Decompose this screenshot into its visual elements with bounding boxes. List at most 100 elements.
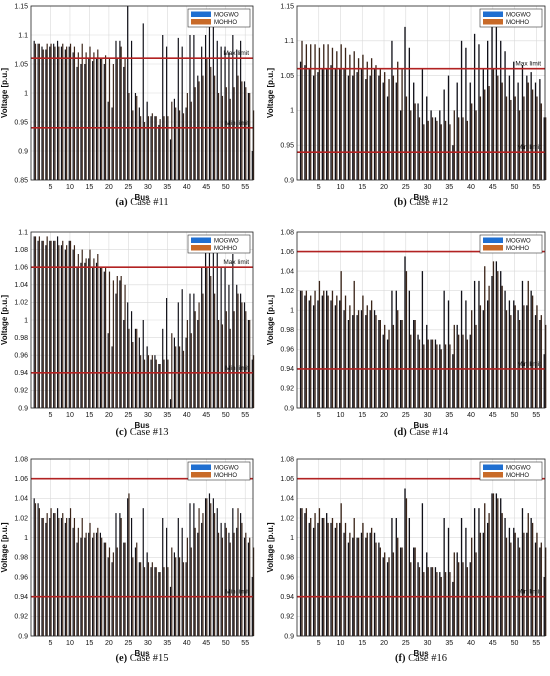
bar-mogwo [60, 245, 63, 408]
bar-mogwo [216, 508, 218, 636]
y-tick-label: 1.1 [18, 32, 28, 39]
bar-mogwo [508, 527, 511, 636]
bar-mogwo [64, 49, 66, 180]
bar-mohho [194, 311, 196, 408]
bar-mohho [210, 276, 212, 408]
y-tick-label: 0.98 [14, 555, 28, 562]
bar-mohho [527, 280, 529, 408]
x-tick-label: 45 [489, 640, 497, 647]
x-tick-label: 45 [202, 184, 210, 191]
bar-mogwo [439, 344, 441, 408]
bar-mohho [357, 58, 360, 181]
bar-mohho [198, 81, 200, 180]
bar-mohho [58, 46, 60, 180]
bar-mogwo [99, 532, 102, 636]
bar-mogwo [240, 293, 242, 408]
x-tick-label: 15 [358, 412, 366, 419]
bar-mogwo [166, 298, 168, 408]
bar-mohho [471, 310, 473, 408]
bar-mogwo [460, 40, 463, 180]
bar-mogwo [76, 66, 78, 180]
bar-mohho [128, 328, 130, 408]
bar-mogwo [76, 542, 78, 636]
bar-mohho [101, 58, 103, 181]
y-tick-label: 1.06 [14, 265, 28, 272]
bar-mogwo [111, 562, 113, 636]
bar-mogwo [68, 518, 70, 636]
bar-mohho [42, 240, 44, 408]
y-tick-label: 0.92 [14, 614, 28, 621]
plot-frame [30, 458, 254, 637]
bar-mogwo [166, 46, 168, 180]
bar-mohho [531, 295, 534, 408]
bar-mogwo [413, 82, 415, 180]
bar-mohho [366, 61, 368, 180]
bar-mogwo [395, 82, 397, 180]
bar-mogwo [299, 290, 302, 408]
bar-mogwo [72, 249, 74, 408]
bar-mogwo [334, 68, 337, 180]
bar-mogwo [169, 586, 172, 636]
x-axis-title: Bus [134, 649, 150, 658]
bar-mohho [340, 503, 342, 636]
legend-swatch [191, 11, 211, 17]
bar-mogwo [103, 542, 105, 636]
bar-mohho [310, 44, 312, 180]
bar-mogwo [173, 552, 176, 636]
bar-mohho [488, 513, 490, 636]
plot-frame [296, 231, 546, 409]
bar-mogwo [197, 320, 199, 408]
bar-mogwo [228, 532, 230, 636]
caption-title: Case #15 [130, 653, 169, 664]
x-tick-label: 10 [66, 640, 74, 647]
bar-mohho [357, 537, 360, 636]
bar-mogwo [41, 518, 43, 636]
bar-mogwo [417, 103, 419, 180]
bar-mohho [155, 567, 157, 636]
x-tick-label: 25 [124, 184, 132, 191]
bar-mohho [440, 577, 442, 636]
y-tick-label: 0.98 [280, 327, 294, 334]
legend-swatch [191, 245, 211, 251]
bar-mogwo [45, 522, 47, 636]
bar-mohho [206, 267, 208, 408]
bar-mohho [202, 513, 204, 636]
bar-mohho [392, 324, 395, 408]
bar-mohho [46, 43, 48, 181]
bar-mogwo [413, 547, 415, 636]
bar-mogwo [317, 300, 319, 408]
bar-mogwo [443, 89, 445, 180]
bar-mogwo [127, 498, 129, 636]
x-tick-label: 55 [532, 184, 540, 191]
y-tick-label: 1 [290, 535, 294, 542]
bar-mohho [245, 311, 247, 408]
bar-mogwo [312, 305, 315, 408]
bar-mogwo [138, 562, 140, 636]
bar-mogwo [232, 35, 234, 180]
x-tick-label: 35 [445, 412, 453, 419]
bar-mogwo [299, 61, 302, 180]
x-tick-label: 20 [380, 184, 388, 191]
bar-mohho [375, 65, 377, 180]
bar-mogwo [417, 334, 419, 408]
bar-mogwo [517, 537, 519, 636]
bar-mogwo [119, 280, 121, 408]
chart-panel-d: 0.9 0.92 0.94 0.96 0.98 1 1.02 1.04 1.06 1.08 5 10 1… [266, 229, 547, 438]
bar-mohho [155, 116, 157, 180]
bar-mogwo [478, 280, 480, 408]
bar-mogwo [360, 310, 363, 408]
bar-mogwo [158, 364, 160, 408]
caption-letter: (c) [115, 427, 127, 438]
legend-swatch [191, 472, 211, 478]
bar-mogwo [49, 46, 51, 180]
bar-mohho [249, 320, 251, 408]
bar-mohho [221, 537, 224, 636]
bar-mohho [414, 320, 416, 408]
bar-mogwo [487, 40, 489, 180]
bar-mohho [536, 96, 538, 180]
bar-mohho [89, 249, 91, 408]
bar-mohho [305, 290, 308, 408]
bar-mohho [531, 89, 534, 180]
bar-mogwo [111, 107, 113, 180]
panel-caption: (e) Case #15 [115, 653, 168, 664]
